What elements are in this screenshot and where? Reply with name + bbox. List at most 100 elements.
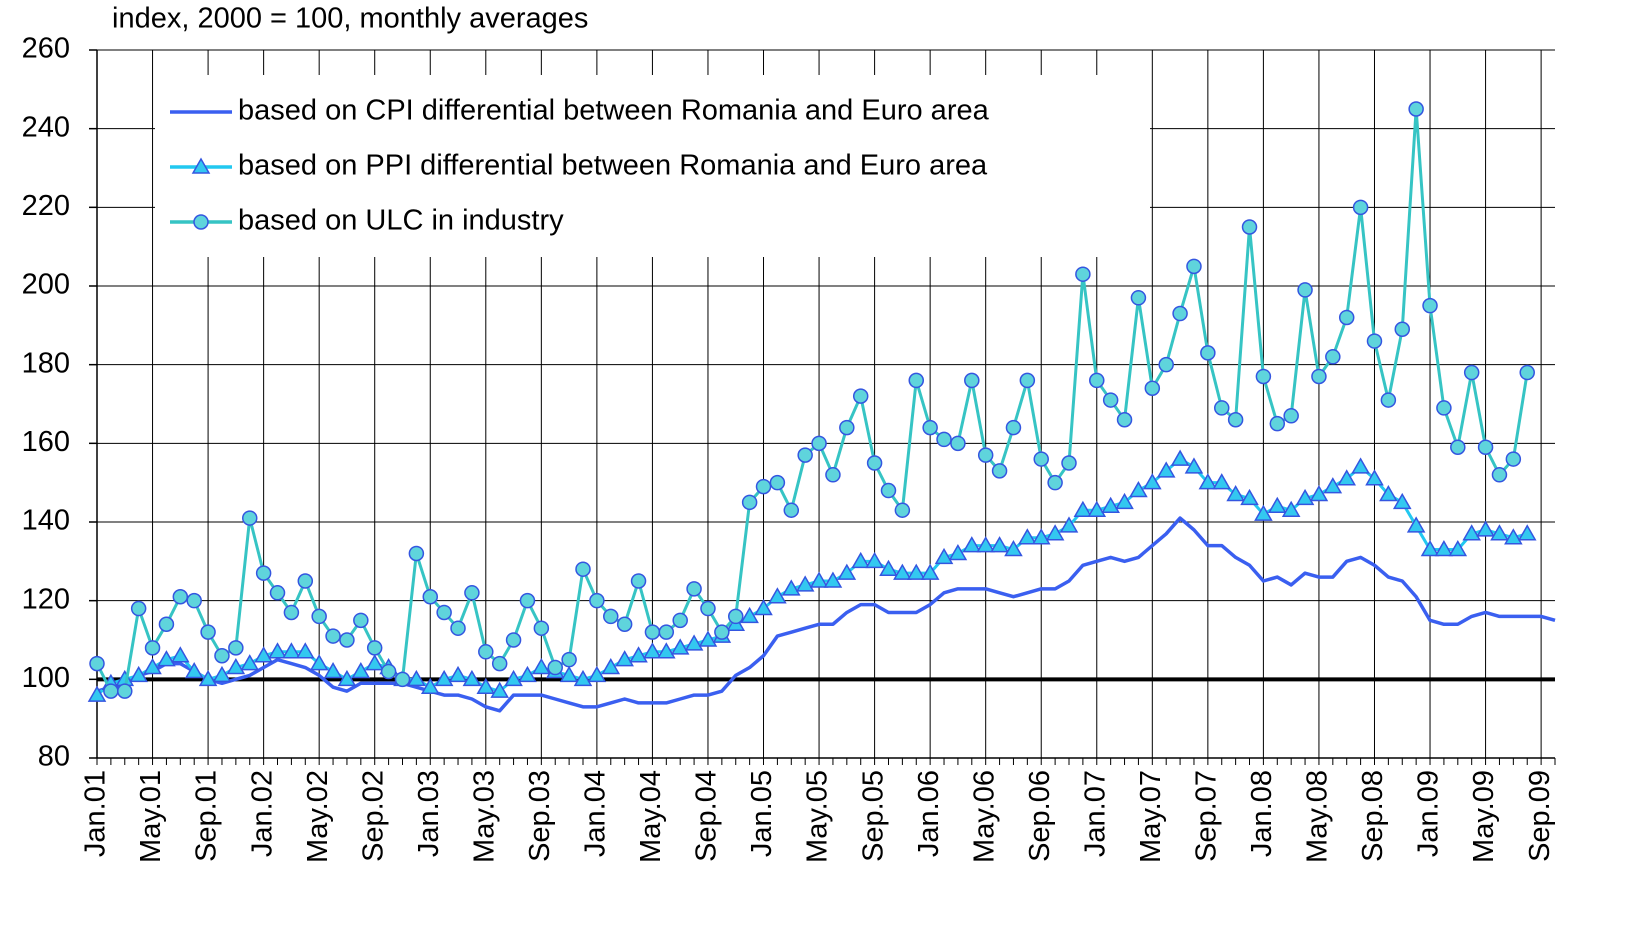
- marker: [532, 658, 551, 675]
- marker: [908, 372, 925, 389]
- marker: [89, 655, 105, 672]
- marker: [977, 447, 994, 463]
- marker: [129, 665, 148, 683]
- marker: [1158, 356, 1174, 373]
- marker: [575, 561, 591, 577]
- marker: [1450, 439, 1466, 456]
- marker: [191, 157, 211, 174]
- marker: [698, 630, 718, 647]
- marker: [1491, 467, 1508, 483]
- marker: [615, 650, 634, 667]
- marker: [193, 214, 209, 230]
- y-tick-label: 140: [22, 505, 70, 537]
- marker: [601, 658, 621, 675]
- marker: [1504, 528, 1523, 545]
- marker: [1213, 400, 1230, 416]
- marker: [1144, 380, 1161, 397]
- y-tick-label: 260: [22, 33, 70, 65]
- marker: [254, 646, 273, 663]
- marker: [1254, 504, 1273, 521]
- chart-subtitle: index, 2000 = 100, monthly averages: [112, 3, 588, 35]
- y-tick-label: 240: [22, 111, 70, 143]
- marker: [740, 606, 759, 624]
- marker: [1394, 321, 1411, 338]
- marker: [380, 663, 397, 680]
- marker: [1073, 500, 1093, 517]
- marker: [1337, 469, 1357, 486]
- marker: [1448, 540, 1468, 557]
- marker: [561, 651, 577, 668]
- marker: [809, 571, 829, 588]
- marker: [1089, 372, 1105, 389]
- marker: [353, 612, 369, 629]
- marker: [171, 646, 190, 663]
- marker: [1517, 524, 1537, 541]
- marker: [1170, 449, 1190, 466]
- x-tick-label: Jan.03: [413, 770, 445, 857]
- marker: [684, 634, 704, 651]
- marker: [1212, 473, 1232, 490]
- marker: [630, 573, 647, 589]
- marker: [478, 644, 494, 660]
- x-tick-label: Sep.01: [191, 770, 223, 862]
- marker: [1172, 305, 1188, 322]
- marker: [1462, 524, 1481, 541]
- marker: [1198, 473, 1218, 490]
- marker: [823, 571, 843, 588]
- marker: [811, 435, 827, 452]
- marker: [1004, 540, 1023, 557]
- marker: [573, 669, 593, 687]
- marker: [1186, 258, 1202, 275]
- marker: [117, 683, 133, 699]
- marker: [366, 640, 383, 656]
- x-tick-label: Sep.06: [1024, 770, 1056, 862]
- marker: [448, 665, 468, 683]
- x-tick-label: Sep.07: [1191, 770, 1223, 862]
- marker: [962, 536, 982, 553]
- marker: [603, 608, 619, 625]
- marker: [339, 632, 355, 648]
- marker: [644, 624, 661, 640]
- marker: [450, 620, 466, 636]
- marker: [1325, 349, 1341, 365]
- marker: [920, 563, 940, 580]
- marker: [490, 681, 509, 698]
- marker: [852, 388, 869, 404]
- series-line: [96, 516, 1556, 713]
- marker: [186, 592, 202, 609]
- marker: [172, 588, 189, 605]
- marker: [1476, 520, 1495, 537]
- marker: [1241, 219, 1258, 235]
- marker: [783, 502, 800, 518]
- marker: [255, 565, 272, 581]
- marker: [420, 677, 440, 694]
- marker: [282, 642, 301, 659]
- marker: [130, 600, 147, 617]
- marker: [1281, 500, 1301, 517]
- marker: [880, 482, 897, 499]
- marker: [976, 536, 995, 553]
- x-tick-label: May.07: [1135, 770, 1167, 863]
- marker: [184, 661, 204, 679]
- marker: [797, 447, 813, 463]
- marker: [309, 654, 329, 671]
- marker: [1269, 415, 1286, 432]
- marker: [1351, 457, 1370, 474]
- marker: [351, 661, 371, 679]
- marker: [518, 665, 537, 683]
- marker: [1018, 528, 1037, 545]
- marker: [422, 588, 439, 605]
- marker: [464, 585, 480, 601]
- marker: [906, 563, 926, 580]
- marker: [87, 685, 107, 702]
- legend-box: [155, 75, 1150, 257]
- marker: [670, 638, 690, 655]
- x-tick-label: May.09: [1468, 770, 1500, 863]
- marker: [504, 669, 523, 687]
- marker: [1352, 199, 1369, 216]
- marker: [434, 669, 454, 687]
- marker: [1365, 469, 1384, 486]
- marker: [1061, 455, 1077, 471]
